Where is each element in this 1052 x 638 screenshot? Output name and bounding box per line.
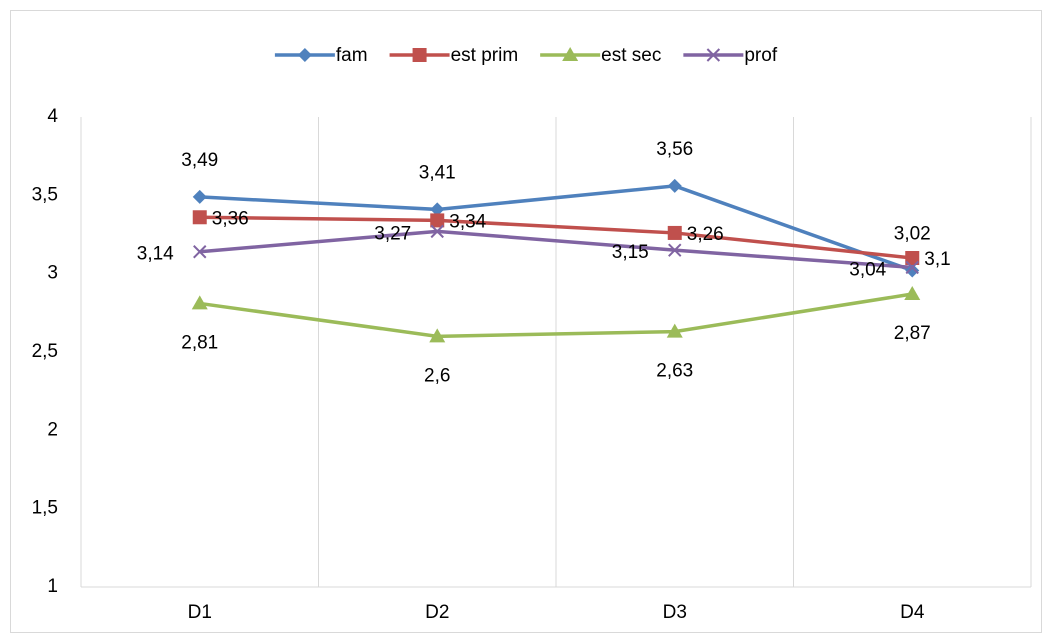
marker — [430, 202, 445, 217]
data-label: 3,41 — [419, 162, 456, 183]
y-tick-label: 3,5 — [32, 184, 58, 205]
marker — [192, 210, 207, 225]
data-label: 3,36 — [212, 208, 249, 229]
legend-item: prof — [683, 45, 778, 66]
x-tick-label: D2 — [425, 602, 449, 623]
series-line — [199, 229, 913, 270]
marker — [668, 243, 682, 257]
y-tick-label: 1,5 — [32, 498, 58, 519]
data-label: 3,49 — [181, 150, 218, 171]
legend-label: est prim — [451, 45, 519, 66]
legend: fam est prim est sec prof — [274, 45, 778, 66]
data-label: 2,63 — [656, 361, 693, 382]
marker — [412, 48, 427, 62]
marker — [562, 47, 579, 61]
legend-label: prof — [744, 45, 777, 66]
y-tick-label: 4 — [47, 106, 58, 127]
y-tick-label: 3 — [47, 263, 58, 284]
series-line — [199, 215, 913, 260]
x-tick-label: D1 — [188, 602, 212, 623]
marker — [905, 260, 919, 275]
legend-item: est sec — [540, 45, 661, 66]
legend-item: fam — [274, 45, 368, 66]
marker — [297, 48, 312, 62]
marker — [430, 213, 445, 228]
series-line — [199, 184, 913, 273]
legend-label: est sec — [601, 45, 661, 66]
data-label: 3,27 — [374, 223, 411, 244]
marker — [706, 48, 721, 62]
data-label: 3,04 — [849, 259, 886, 280]
legend-item: est prim — [389, 45, 519, 66]
data-label: 3,1 — [924, 249, 950, 270]
chart-frame — [10, 10, 1042, 633]
data-label: 3,34 — [449, 211, 486, 232]
data-label: 3,02 — [894, 224, 931, 245]
y-tick-label: 2 — [47, 419, 58, 440]
x-tick-label: D3 — [663, 602, 687, 623]
data-label: 2,81 — [181, 332, 218, 353]
marker — [904, 286, 921, 301]
data-label: 2,87 — [894, 323, 931, 344]
data-label: 3,56 — [656, 139, 693, 160]
data-label: 2,6 — [424, 365, 450, 386]
marker — [193, 245, 207, 259]
marker — [430, 224, 444, 239]
marker — [905, 263, 920, 278]
marker — [666, 323, 683, 338]
data-label: 3,14 — [137, 244, 174, 265]
data-label: 3,15 — [612, 242, 649, 263]
series-line — [199, 292, 913, 339]
x-tick-label: D4 — [900, 602, 925, 623]
y-tick-label: 1 — [47, 576, 58, 597]
marker — [667, 225, 682, 240]
marker — [191, 295, 208, 310]
marker — [192, 189, 207, 204]
y-tick-label: 2,5 — [32, 341, 58, 362]
legend-label: fam — [336, 45, 368, 66]
marker — [667, 178, 682, 193]
data-label: 3,26 — [687, 224, 724, 245]
marker — [905, 251, 920, 265]
marker — [429, 328, 446, 343]
